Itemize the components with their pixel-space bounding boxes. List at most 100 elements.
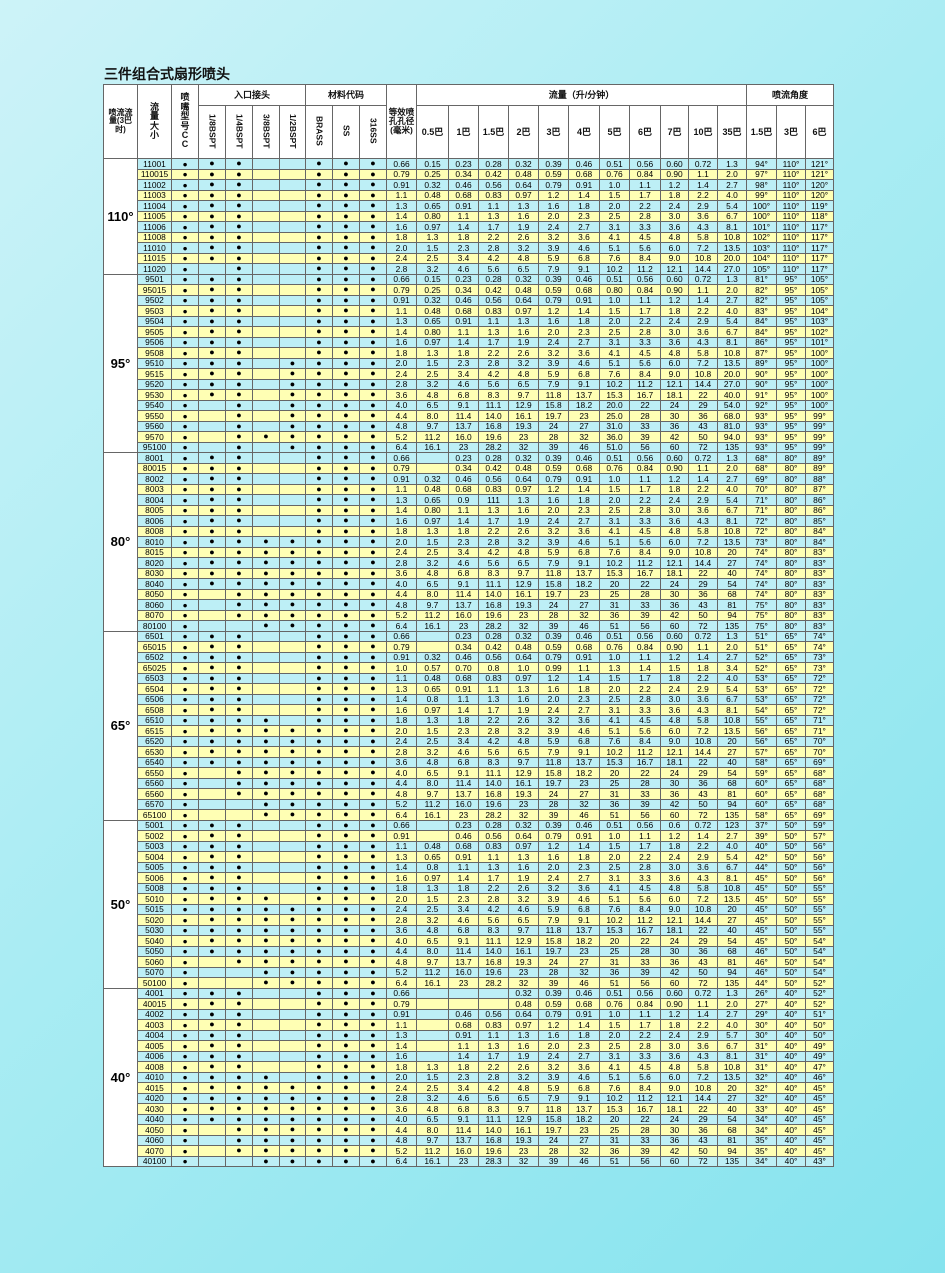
flow-cell: 10.8 (688, 903, 718, 915)
flow-cell: 2.2 (688, 1019, 718, 1031)
flow-cell: 1.6 (538, 200, 569, 212)
flow-cell: 1.6 (508, 693, 539, 705)
inlet-dot-icon: ● (225, 210, 253, 222)
flow-cell: 27 (717, 746, 747, 758)
angle-cell: 68° (805, 788, 834, 800)
table-row: 40015 ● ● ● ● ● ● 0.79 0.48 0.59 0.68 0.76 0.84 0.90 1… (104, 998, 834, 1010)
inlet-dot-icon: ● (279, 578, 306, 590)
flow-cell: 2.5 (416, 735, 449, 747)
material-dot-icon: ● (359, 473, 387, 485)
inlet-dot-icon: ● (198, 651, 226, 663)
flow-cell: 0.80 (416, 326, 449, 338)
model-dot-icon: ● (171, 1019, 199, 1031)
flow-cell: 1.1 (688, 462, 718, 474)
inlet-dot-icon: ● (225, 924, 253, 936)
inlet-dot-icon (279, 1061, 306, 1073)
orifice-cell: 4.8 (386, 599, 417, 611)
flow-cell: 5.9 (538, 1082, 569, 1094)
flow-cell: 15.8 (538, 767, 569, 779)
angle-cell: 65° (776, 672, 806, 684)
material-dot-icon: ● (332, 536, 360, 548)
angle-cell: 91° (746, 389, 777, 401)
flow-cell: 10.8 (717, 525, 747, 537)
flow-cell: 10.8 (688, 735, 718, 747)
inlet-dot-icon: ● (252, 1155, 280, 1167)
flow-cell: 9.1 (568, 378, 600, 390)
flow-cell: 2.2 (478, 1061, 509, 1073)
flow-cell: 0.97 (508, 483, 539, 495)
material-dot-icon: ● (359, 987, 387, 999)
model-dot-icon: ● (171, 326, 199, 338)
orifice-cell: 5.2 (386, 798, 417, 810)
flow-cell: 9.1 (448, 767, 479, 779)
table-row: 95° 9501 ● ● ● ● ● ● 0.66 0.15 0.23 0.28 0.32 0.39 0.4… (103, 273, 834, 453)
material-dot-icon: ● (332, 861, 360, 873)
inlet-dot-icon (225, 1155, 253, 1167)
flow-cell: 0.72 (688, 158, 718, 170)
flow-cell: 2.3 (448, 893, 479, 905)
flow-cell: 23 (568, 410, 600, 422)
material-dot-icon: ● (332, 168, 360, 180)
model-dot-icon: ● (171, 935, 199, 947)
flow-cell: 8.4 (629, 735, 661, 747)
angle-cell: 72° (805, 693, 834, 705)
inlet-dot-icon (198, 620, 226, 632)
flow-cell: 5.4 (717, 494, 747, 506)
inlet-dot-icon: ● (198, 756, 226, 768)
material-dot-icon: ● (359, 168, 387, 180)
flow-cell: 11.2 (416, 431, 449, 443)
angle-cell: 30° (746, 1019, 777, 1031)
table-row: 9504 ● ● ● ● ● ● 1.3 0.65 0.91 1.1 1.3 1.6 1.8 2.0 2.2 2… (104, 315, 834, 327)
flow-cell: 4.1 (599, 1061, 630, 1073)
table-row: 5010 ● ● ● ● ● ● ● 2.0 1.5 2.3 2.8 3.2 3.9 4.6 5.1 5.6 6.… (104, 893, 834, 905)
inlet-dot-icon: ● (225, 347, 253, 359)
inlet-dot-icon (252, 872, 280, 884)
material-dot-icon: ● (359, 1155, 387, 1167)
angle-cell: 50° (776, 893, 806, 905)
flow-cell: 36 (660, 420, 689, 432)
inlet-dot-icon: ● (225, 935, 253, 947)
flow-cell: 3.3 (629, 221, 661, 233)
angle-cell: 80° (776, 620, 806, 632)
flow-cell: 3.3 (629, 872, 661, 884)
flow-cell: 1.1 (448, 210, 479, 222)
inlet-dot-icon (279, 630, 306, 642)
flow-cell: 1.3 (717, 158, 747, 170)
material-dot-icon: ● (332, 515, 360, 527)
model-dot-icon: ● (171, 242, 199, 254)
flow-cell: 0.91 (448, 200, 479, 212)
inlet-dot-icon: ● (225, 945, 253, 957)
inlet-dot-icon (252, 284, 280, 296)
model-dot-icon: ● (171, 578, 199, 590)
model-dot-icon: ● (171, 368, 199, 380)
flow-cell: 4.2 (478, 903, 509, 915)
flow-cell: 0.39 (538, 273, 569, 285)
flow-cell: 4.6 (448, 378, 479, 390)
material-dot-icon: ● (305, 368, 333, 380)
flow-cell: 2.7 (568, 515, 600, 527)
orifice-cell: 2.0 (386, 725, 417, 737)
material-dot-icon: ● (359, 515, 387, 527)
flow-cell: 2.3 (448, 242, 479, 254)
material-dot-icon: ● (332, 777, 360, 789)
inlet-dot-icon: ● (225, 1040, 253, 1052)
flow-cell: 8.4 (629, 903, 661, 915)
flow-cell: 0.68 (568, 462, 600, 474)
flow-cell: 2.0 (599, 200, 630, 212)
flow-cell: 4.8 (416, 924, 449, 936)
flow-cell: 14.0 (478, 588, 509, 600)
flow-cell: 0.97 (508, 840, 539, 852)
flow-cell: 6.5 (416, 935, 449, 947)
flow-cell: 3.6 (688, 861, 718, 873)
material-dot-icon: ● (305, 872, 333, 884)
material-dot-icon: ● (359, 1019, 387, 1031)
inlet-dot-icon (279, 273, 306, 285)
material-dot-icon: ● (359, 819, 387, 831)
flow-cell: 5.6 (478, 378, 509, 390)
flow-cell: 2.4 (660, 200, 689, 212)
inlet-dot-icon: ● (198, 473, 226, 485)
angle-cell: 86° (805, 494, 834, 506)
model-dot-icon: ● (171, 263, 199, 275)
flow-size-cell: 11003 (137, 189, 172, 201)
inlet-dot-icon: ● (225, 872, 253, 884)
